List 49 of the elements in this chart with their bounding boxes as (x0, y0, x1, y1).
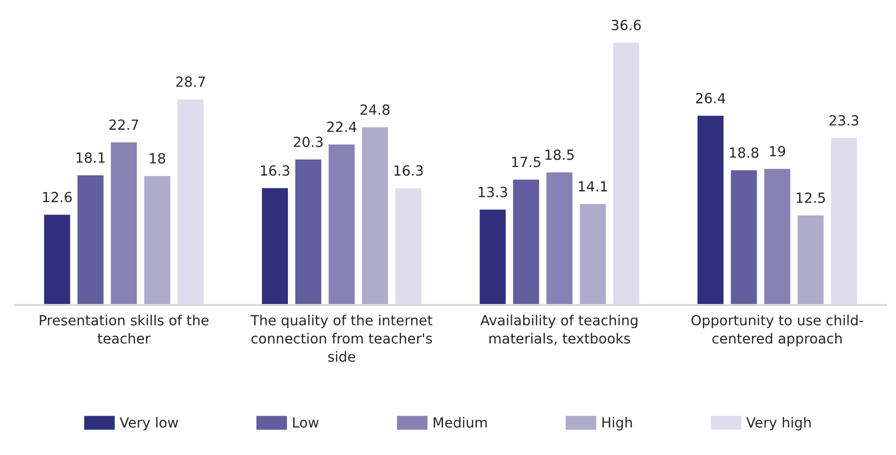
data-label: 18.1 (76, 152, 105, 163)
legend-label: High (602, 416, 632, 430)
x-tick-label: Opportunity to use child-centered approach (691, 314, 864, 346)
bar (262, 188, 288, 305)
x-tick-label: Presentation skills of the teacher (40, 314, 208, 344)
bar (110, 142, 137, 305)
data-label: 16.3 (260, 165, 290, 176)
bar (178, 99, 204, 305)
bar (480, 210, 506, 305)
bar (798, 215, 824, 305)
legend-label: Medium (434, 416, 487, 428)
bar (730, 170, 757, 305)
bar (513, 180, 540, 305)
legend-label: Very low (120, 416, 178, 430)
data-label: 14.1 (578, 181, 607, 192)
legend-label: Low (293, 417, 319, 428)
bar (830, 138, 857, 305)
bar (580, 204, 606, 305)
x-tick-label: The quality of the internet connection from teacher's side (250, 314, 432, 362)
data-label: 23.3 (830, 115, 858, 126)
data-label: 28.7 (176, 76, 205, 87)
data-label: 16.3 (394, 165, 423, 176)
data-label: 22.7 (109, 119, 138, 130)
data-label: 13.3 (478, 186, 508, 198)
bar (295, 160, 322, 305)
data-label: 17.5 (512, 156, 540, 168)
data-label: 22.4 (327, 122, 356, 132)
data-label: 18.5 (546, 150, 574, 160)
x-tick-label: Availability of teaching materials, textbooks (480, 314, 638, 346)
bar (328, 144, 355, 305)
data-label: 26.4 (696, 92, 726, 104)
data-label: 36.6 (612, 20, 641, 30)
bar (613, 42, 640, 305)
bar (77, 175, 104, 305)
data-label: 18 (150, 153, 166, 164)
bar (395, 188, 422, 305)
data-label: 18.8 (730, 147, 758, 158)
bar (764, 168, 790, 305)
bar (546, 172, 572, 305)
bar (362, 127, 388, 305)
data-label: 12.6 (43, 192, 72, 202)
data-label: 24.8 (360, 104, 390, 115)
data-label: 20.3 (294, 136, 323, 148)
bar (698, 116, 724, 305)
data-label: 12.5 (796, 192, 825, 203)
legend-label: Very high (746, 416, 811, 430)
data-label: 19 (770, 146, 786, 156)
bar (44, 214, 70, 305)
bar (144, 176, 170, 305)
